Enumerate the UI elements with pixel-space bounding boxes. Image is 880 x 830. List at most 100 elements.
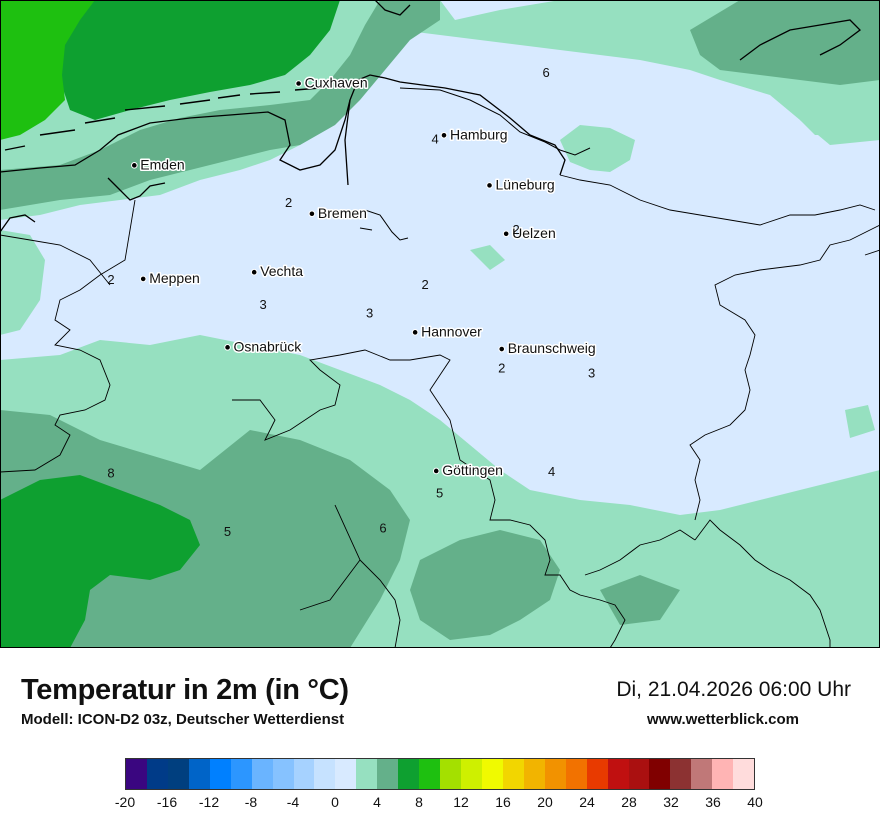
legend-tick-label: 28 — [621, 794, 637, 810]
temp-zone-6-8 — [0, 0, 880, 648]
city-marker — [131, 162, 138, 169]
legend-tick-label: 36 — [705, 794, 721, 810]
legend-swatch — [461, 759, 482, 789]
isotherm-label: 2 — [107, 272, 114, 287]
model-info: Modell: ICON-D2 03z, Deutscher Wetterdie… — [21, 711, 345, 728]
city-marker — [440, 131, 448, 139]
legend-swatch — [398, 759, 420, 789]
islands — [4, 87, 321, 151]
isotherm-label: 5 — [224, 524, 231, 539]
isotherm-label: 6 — [379, 521, 386, 536]
legend-ticks: -20 -16 -12 -8 -4 0 4 8 12 16 20 24 28 32 36 40 — [0, 794, 880, 814]
isotherm-label: 4 — [548, 464, 555, 479]
city-label: Lüneburg — [496, 176, 555, 192]
legend-swatch — [167, 759, 189, 789]
isotherm-label: 2 — [498, 360, 505, 375]
legend-swatch — [607, 759, 629, 789]
coastlines — [0, 0, 861, 233]
city-label: Göttingen — [442, 462, 503, 478]
legend-tick-label: 0 — [331, 794, 339, 810]
legend-tick-label: 8 — [415, 794, 423, 810]
temperature-map[interactable]: Cuxhaven Hamburg Emden Lüneburg Bremen Uelzen… — [0, 0, 880, 649]
city-marker — [411, 329, 419, 336]
legend-swatch — [733, 759, 755, 789]
page-title: Temperatur in 2m (in °C) — [21, 674, 349, 706]
legend-swatch — [230, 759, 252, 789]
legend-swatch — [544, 759, 566, 789]
isotherm-label: 4 — [432, 132, 439, 147]
isotherm-labels-layer: 6 4 2 2 2 2 3 3 2 3 4 5 8 6 5 — [107, 65, 595, 539]
city-label: Osnabrück — [234, 338, 303, 354]
legend-swatch — [712, 759, 734, 789]
isotherm-label: 3 — [259, 297, 266, 312]
legend-tick-label: -4 — [286, 794, 300, 810]
city-marker — [308, 210, 316, 218]
legend-swatch — [670, 759, 692, 789]
legend-swatch — [188, 759, 210, 789]
city-marker — [224, 344, 231, 351]
legend-swatch — [126, 759, 147, 789]
city-label: Braunschweig — [508, 340, 596, 356]
legend-swatch — [356, 759, 378, 789]
cities-layer: Cuxhaven Hamburg Emden Lüneburg Bremen Uelzen… — [131, 73, 597, 479]
isotherm-label: 8 — [107, 466, 114, 481]
legend-tick-label: -12 — [198, 794, 220, 810]
legend-swatch — [419, 759, 441, 789]
city-marker — [139, 275, 147, 283]
city-marker — [432, 467, 440, 475]
legend-swatch — [440, 759, 461, 789]
legend-tick-label: 4 — [373, 794, 381, 810]
forecast-datetime: Di, 21.04.2026 06:00 Uhr — [616, 678, 851, 701]
legend-tick-label: 20 — [537, 794, 553, 810]
legend-tick-label: -8 — [244, 794, 258, 810]
city-label: Uelzen — [512, 225, 556, 241]
city-marker — [250, 268, 258, 276]
footer: Temperatur in 2m (in °C) Modell: ICON-D2… — [0, 648, 880, 830]
city-marker — [295, 80, 302, 87]
isotherm-label: 3 — [588, 365, 595, 380]
city-label: Meppen — [149, 270, 200, 286]
legend-swatch — [146, 759, 168, 789]
city-label: Hannover — [421, 323, 482, 339]
legend-tick-label: -16 — [156, 794, 178, 810]
legend-swatch — [481, 759, 503, 789]
legend-tick-label: 32 — [663, 794, 679, 810]
legend-tick-label: 12 — [453, 794, 469, 810]
legend-swatch — [691, 759, 713, 789]
legend-swatch — [565, 759, 587, 789]
legend-swatch — [502, 759, 524, 789]
state-borders — [0, 174, 880, 649]
city-label: Bremen — [318, 205, 367, 221]
legend-swatch — [209, 759, 231, 789]
color-legend — [125, 758, 755, 790]
website-link[interactable]: www.wetterblick.com — [647, 711, 799, 728]
temp-zone-8-10 — [0, 0, 340, 648]
temp-zone-10-12 — [0, 0, 95, 140]
legend-tick-label: 16 — [495, 794, 511, 810]
city-marker — [502, 230, 510, 238]
legend-tick-label: 40 — [747, 794, 763, 810]
isotherm-label: 2 — [285, 195, 292, 210]
isotherm-label: 5 — [436, 486, 443, 501]
legend-swatch — [272, 759, 294, 789]
legend-swatch — [586, 759, 608, 789]
legend-swatch — [314, 759, 336, 789]
legend-tick-label: -20 — [114, 794, 136, 810]
legend-swatch — [649, 759, 671, 789]
legend-swatch — [293, 759, 315, 789]
city-marker — [498, 345, 506, 353]
legend-tick-label: 24 — [579, 794, 595, 810]
isotherm-label: 2 — [513, 222, 520, 237]
city-label: Vechta — [260, 263, 303, 279]
legend-swatch — [523, 759, 545, 789]
isotherm-label: 2 — [422, 277, 429, 292]
city-label: Cuxhaven — [305, 75, 368, 91]
legend-swatch — [335, 759, 357, 789]
city-marker — [486, 182, 493, 189]
legend-swatch — [628, 759, 650, 789]
isotherm-label: 6 — [543, 65, 550, 80]
legend-swatch — [377, 759, 399, 789]
city-label: Hamburg — [450, 126, 508, 142]
rivers — [349, 87, 591, 241]
isotherm-label: 3 — [366, 305, 373, 320]
